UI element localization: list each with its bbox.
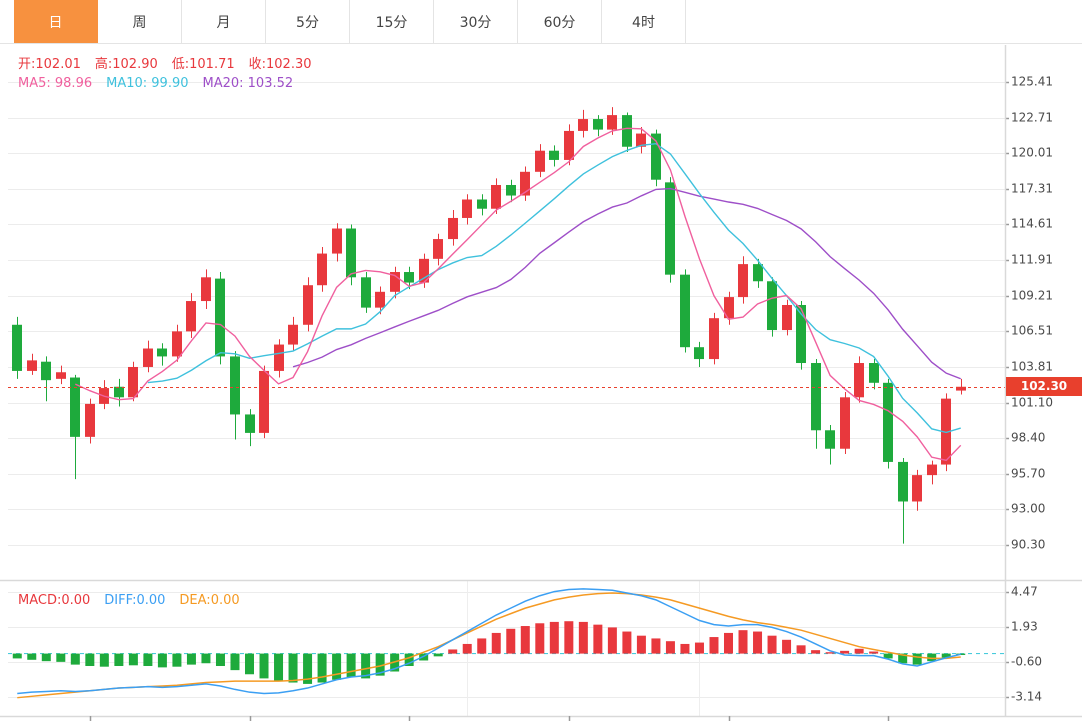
ohlc-legend-item: 开:102.01 <box>18 57 81 72</box>
tab-month[interactable]: 月 <box>182 0 266 43</box>
ma-legend-item: MA5: 98.96 <box>18 76 93 91</box>
tab-30min[interactable]: 30分 <box>434 0 518 43</box>
tab-15min[interactable]: 15分 <box>350 0 434 43</box>
tab-5min[interactable]: 5分 <box>266 0 350 43</box>
chart-area: 开:102.01 高:102.90 低:101.71 收:102.30 MA5: 98… <box>0 45 1082 724</box>
ohlc-legend-item: 收:102.30 <box>248 57 312 72</box>
last-price-tag: 102.30 <box>1006 377 1082 396</box>
macd-legend-item: DIFF:0.00 <box>104 593 166 608</box>
ohlc-legend-item: 低:101.71 <box>171 57 235 72</box>
kline-chart-canvas[interactable] <box>0 45 1082 724</box>
tab-4hour[interactable]: 4时 <box>602 0 686 43</box>
tab-day[interactable]: 日 <box>14 0 98 43</box>
macd-legend-item: MACD:0.00 <box>18 593 91 608</box>
macd-legend: MACD:0.00 DIFF:0.00 DEA:0.00 <box>18 593 254 608</box>
ma-legend: MA5: 98.96 MA10: 99.90 MA20: 103.52 <box>18 76 307 91</box>
tab-60min[interactable]: 60分 <box>518 0 602 43</box>
macd-legend-item: DEA:0.00 <box>179 593 240 608</box>
tab-week[interactable]: 周 <box>98 0 182 43</box>
ma-legend-item: MA20: 103.52 <box>202 76 294 91</box>
ohlc-legend-item: 高:102.90 <box>94 57 158 72</box>
ohlc-legend: 开:102.01 高:102.90 低:101.71 收:102.30 <box>18 53 326 72</box>
timeframe-tabs: 日周月 5分 15分 30分 60分 4时 <box>0 0 1082 44</box>
ma-legend-item: MA10: 99.90 <box>106 76 189 91</box>
